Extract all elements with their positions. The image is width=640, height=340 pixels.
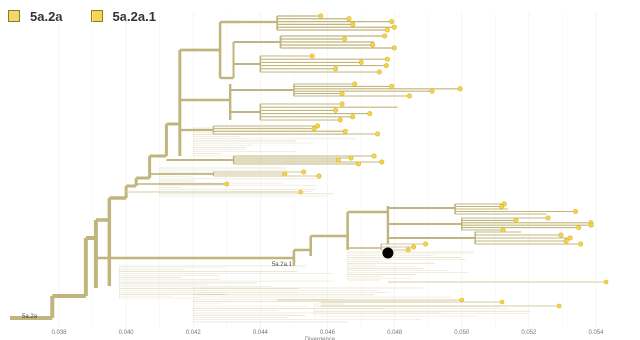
- tip-node: [342, 36, 348, 42]
- tip-node: [406, 93, 412, 99]
- legend-item[interactable]: 5a.2a.1: [90, 8, 156, 24]
- tip-node: [573, 209, 579, 215]
- branches: [10, 15, 607, 320]
- tip-node: [379, 159, 385, 165]
- clade-label-5a-2a: 5a.2a: [22, 314, 38, 320]
- tip-node: [350, 21, 356, 27]
- tip-node: [578, 241, 584, 247]
- tip-node: [311, 126, 317, 132]
- tip-node: [333, 107, 339, 113]
- tip-node: [352, 81, 358, 87]
- tip-node: [576, 225, 582, 231]
- tip-node: [457, 86, 463, 92]
- tip-node: [389, 83, 395, 89]
- tip-node: [459, 297, 465, 303]
- tip-node: [391, 24, 397, 30]
- tip-node: [282, 171, 288, 177]
- tip-node: [358, 59, 364, 65]
- legend-label: 5a.2a: [30, 8, 63, 24]
- tip-node: [224, 181, 230, 187]
- tip-node: [339, 101, 345, 107]
- x-tick-label: 0.048: [387, 330, 403, 336]
- tip-node: [348, 155, 354, 161]
- selected-node-marker: [382, 247, 394, 259]
- tip-node: [391, 45, 397, 51]
- x-axis-title: Divergence: [305, 337, 336, 340]
- x-tick-label: 0.040: [119, 330, 135, 336]
- x-tick-label: 0.042: [186, 330, 202, 336]
- tip-node: [342, 128, 348, 134]
- tip-node: [513, 217, 519, 223]
- tip-node: [316, 173, 322, 179]
- tip-node: [315, 123, 321, 129]
- tip-node: [405, 247, 411, 253]
- tip-node: [382, 33, 388, 39]
- tip-node: [603, 279, 609, 285]
- tip-node: [371, 153, 377, 159]
- tip-node: [333, 66, 339, 72]
- tip-node: [567, 235, 573, 241]
- tips: [224, 13, 609, 309]
- tip-node: [429, 88, 435, 94]
- legend: 5a.2a 5a.2a.1: [8, 6, 184, 26]
- tip-node: [499, 204, 505, 210]
- tip-node: [318, 13, 324, 19]
- tip-node: [389, 19, 395, 25]
- tip-node: [346, 16, 352, 22]
- tip-node: [411, 244, 417, 250]
- x-tick-label: 0.038: [51, 330, 67, 336]
- tip-node: [563, 238, 569, 244]
- tip-node: [337, 117, 343, 123]
- tip-node: [384, 56, 390, 62]
- legend-item[interactable]: 5a.2a: [8, 9, 63, 24]
- tip-node: [376, 69, 382, 75]
- x-tick-label: 0.044: [253, 330, 269, 336]
- tip-node: [375, 131, 381, 137]
- x-tick-label: 0.054: [588, 330, 604, 336]
- grid: 0.038 0.040 0.042 0.044 0.046 0.048 0.050 0.052…: [51, 12, 604, 340]
- tip-node: [301, 169, 307, 175]
- tip-node: [298, 189, 303, 195]
- tip-node: [350, 114, 356, 120]
- x-tick-label: 0.050: [454, 330, 470, 336]
- tip-node: [588, 222, 594, 228]
- tip-node: [383, 63, 389, 69]
- clade-label-5a-2a-1: 5a.2a.1: [272, 262, 293, 268]
- legend-swatch: [90, 10, 103, 22]
- tip-node: [370, 42, 376, 48]
- legend-label: 5a.2a.1: [112, 8, 156, 24]
- tip-node: [335, 157, 341, 163]
- tip-node: [384, 27, 390, 33]
- tip-node: [499, 299, 505, 305]
- x-tick-label: 0.046: [320, 330, 336, 336]
- tip-node: [545, 215, 551, 221]
- tip-node: [367, 111, 373, 117]
- tip-node: [309, 53, 315, 59]
- faint-branches: [119, 127, 531, 323]
- tip-node: [356, 161, 362, 167]
- tip-node: [339, 91, 345, 97]
- tip-node: [500, 227, 506, 233]
- x-tick-label: 0.052: [521, 330, 537, 336]
- tip-node: [556, 303, 562, 309]
- legend-swatch: [8, 10, 20, 22]
- tip-node: [558, 232, 564, 238]
- tip-node: [423, 241, 429, 247]
